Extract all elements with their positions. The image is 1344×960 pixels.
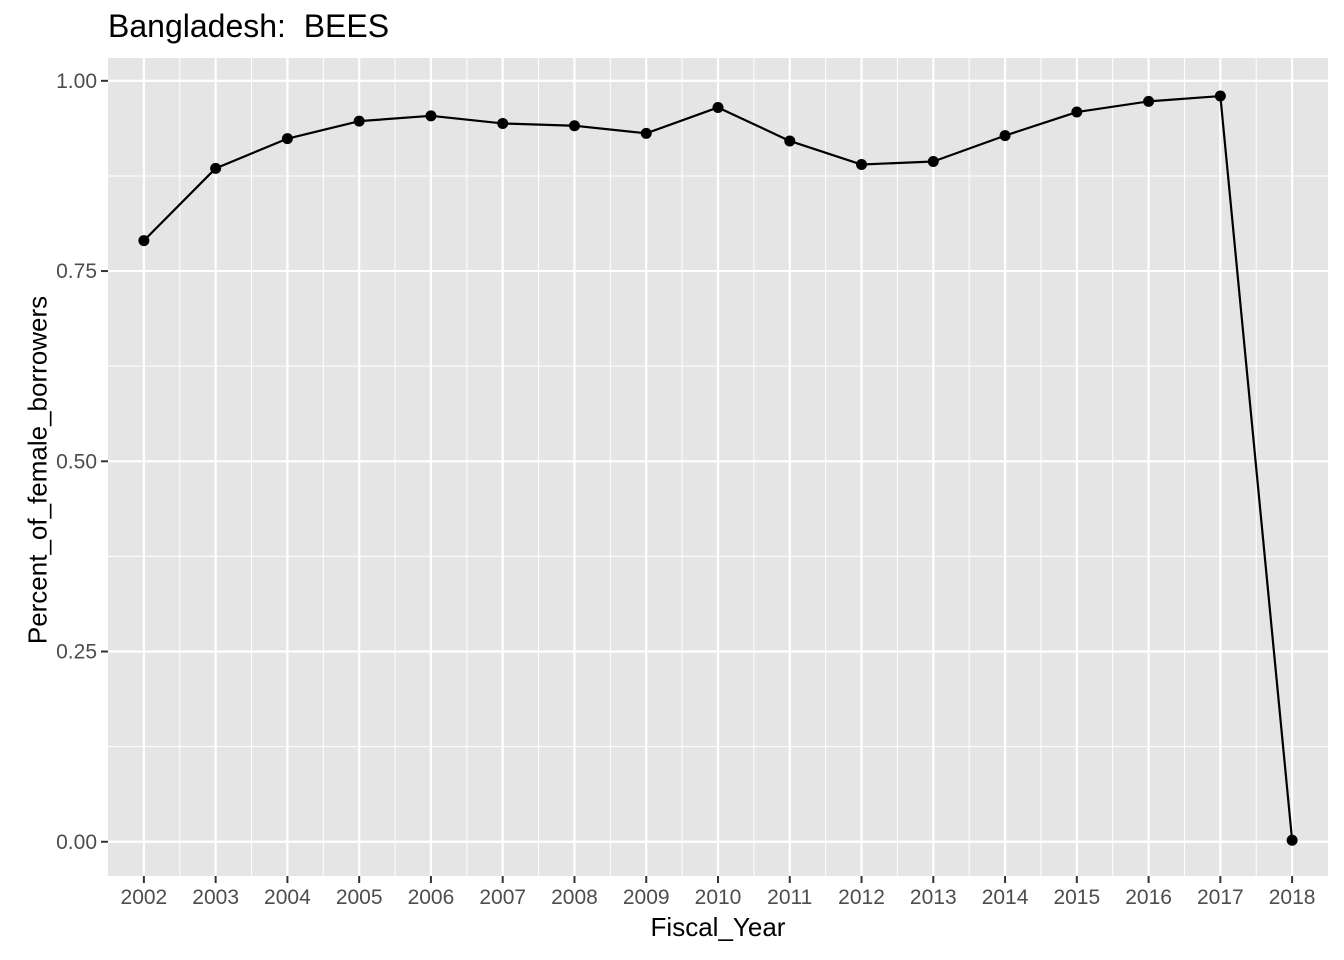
- y-axis-title: Percent_of_female_borrowers: [22, 295, 53, 645]
- x-tick-label: 2018: [1269, 886, 1316, 909]
- x-tick-label: 2012: [838, 886, 885, 909]
- data-point: [712, 101, 724, 113]
- data-point: [927, 155, 939, 167]
- data-point: [353, 115, 365, 127]
- chart-title: Bangladesh: BEES: [108, 8, 390, 44]
- y-tick-label: 0.75: [56, 260, 97, 283]
- data-point: [856, 159, 868, 171]
- x-tick-label: 2003: [192, 886, 239, 909]
- data-point: [784, 135, 796, 147]
- x-axis-title: Fiscal_Year: [650, 912, 786, 942]
- x-tick-label: 2008: [551, 886, 598, 909]
- x-tick-label: 2009: [623, 886, 670, 909]
- x-tick-label: 2017: [1197, 886, 1244, 909]
- x-tick-label: 2016: [1125, 886, 1172, 909]
- x-tick-label: 2006: [408, 886, 455, 909]
- x-tick-label: 2004: [264, 886, 311, 909]
- x-tick-label: 2002: [121, 886, 168, 909]
- x-tick-label: 2014: [982, 886, 1029, 909]
- data-point: [1071, 106, 1083, 118]
- x-tick-label: 2007: [479, 886, 526, 909]
- data-point: [568, 120, 580, 132]
- data-point: [425, 110, 437, 122]
- x-tick-label: 2010: [695, 886, 742, 909]
- data-point: [138, 235, 150, 247]
- data-point: [1214, 90, 1226, 102]
- y-tick-label: 0.00: [56, 831, 97, 854]
- data-point: [1286, 834, 1298, 846]
- y-tick-label: 0.25: [56, 641, 97, 664]
- data-point: [281, 133, 293, 145]
- y-tick-label: 0.50: [56, 450, 97, 473]
- data-point: [210, 162, 222, 174]
- x-tick-label: 2013: [910, 886, 957, 909]
- x-tick-label: 2005: [336, 886, 383, 909]
- x-tick-label: 2015: [1053, 886, 1100, 909]
- data-point: [999, 130, 1011, 142]
- x-tick-label: 2011: [767, 886, 812, 909]
- data-point: [497, 117, 509, 129]
- y-tick-label: 1.00: [56, 70, 97, 93]
- data-point: [1143, 95, 1155, 107]
- data-point: [640, 127, 652, 139]
